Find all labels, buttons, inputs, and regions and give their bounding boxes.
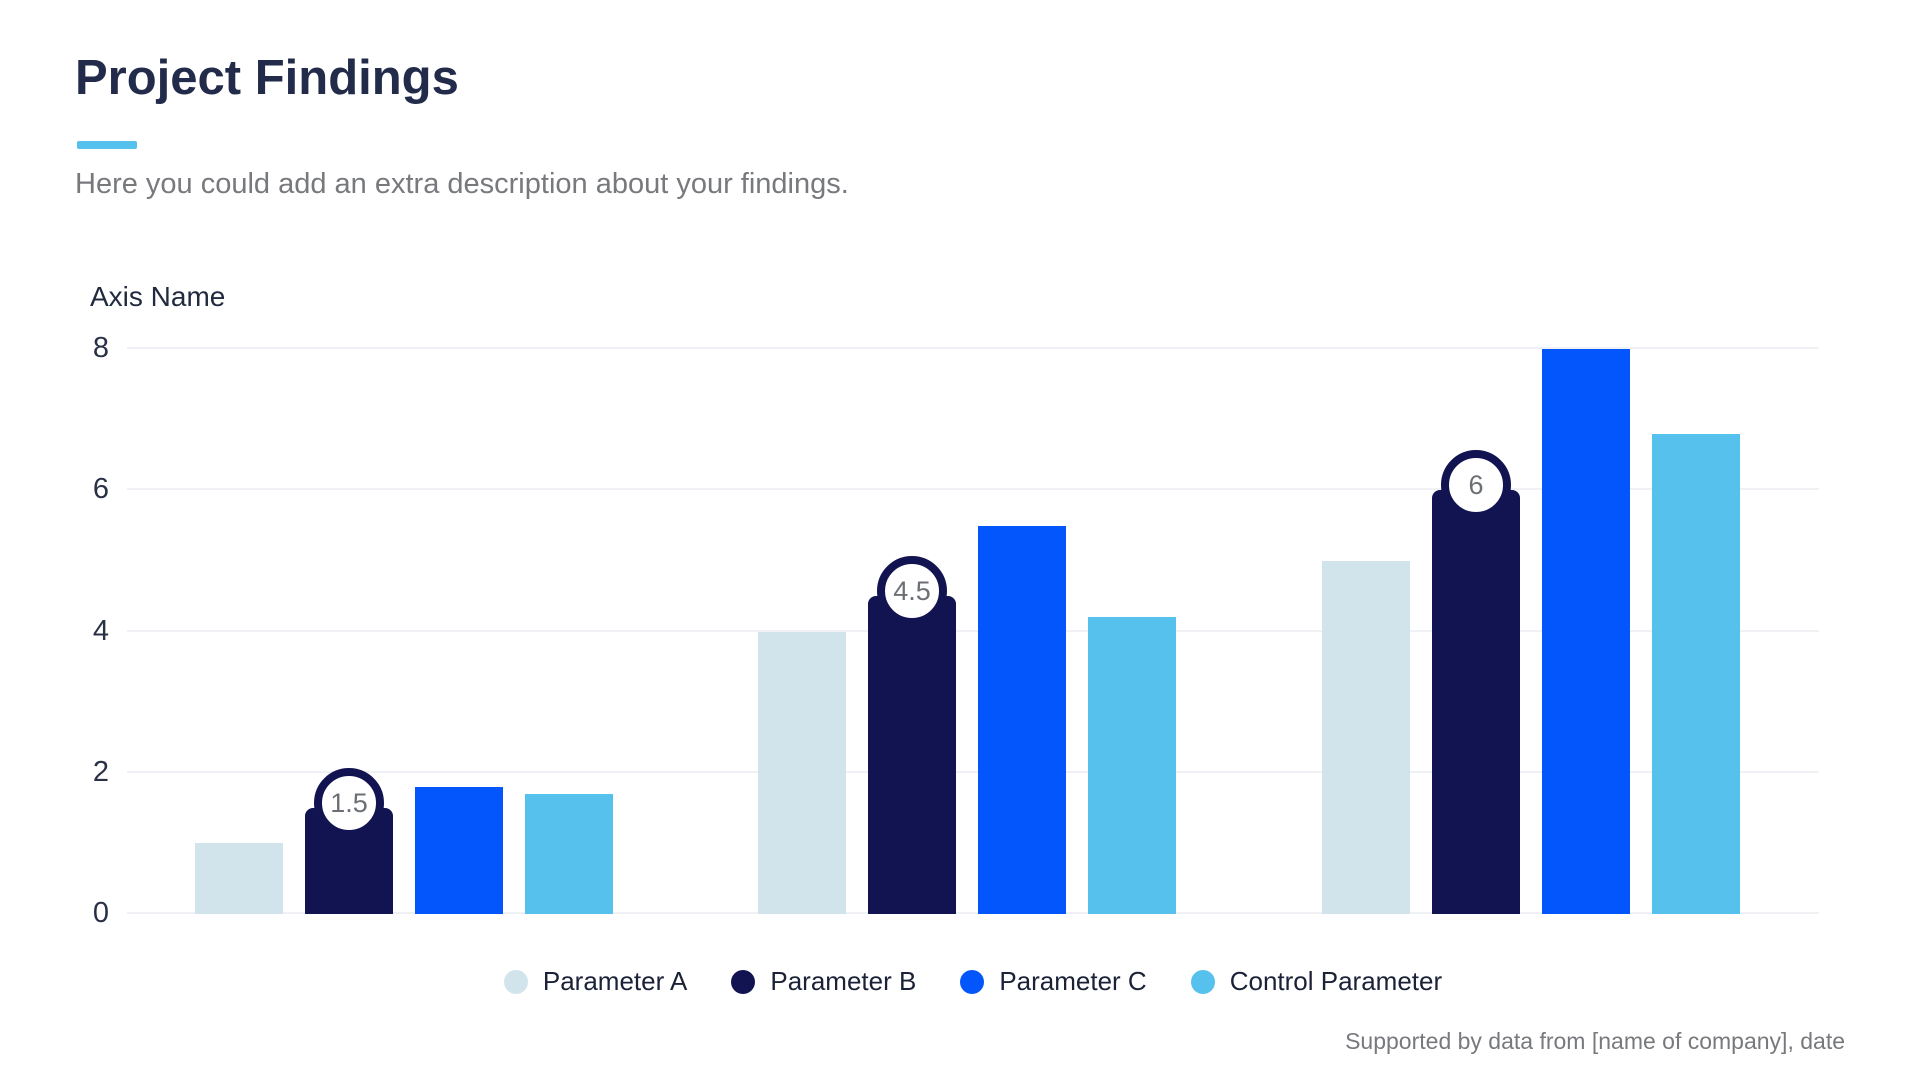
y-tick-label-8: 8	[92, 332, 109, 364]
bar-parameter-c-group-1	[415, 786, 503, 914]
y-tick-label-0: 0	[92, 897, 109, 929]
bar-parameter-a-group-2	[758, 631, 846, 914]
value-badge-group-1: 1.5	[314, 768, 384, 839]
title-accent-bar	[77, 141, 137, 149]
legend-item-parameter-b: Parameter B	[731, 966, 916, 997]
y-tick-label-4: 4	[92, 614, 109, 647]
y-axis-title: Axis Name	[90, 281, 226, 312]
page-title: Project Findings	[75, 51, 459, 105]
gridline-y-8	[127, 347, 1819, 349]
legend-dot-parameter-a	[503, 969, 528, 994]
y-tick-label-6: 6	[92, 473, 109, 506]
source-note: Supported by data from [name of company]…	[1345, 1028, 1845, 1054]
bar-parameter-b-group-1: 1.5	[305, 768, 393, 914]
page-subtitle: Here you could add an extra description …	[75, 168, 849, 200]
bar-parameter-c-group-2	[978, 525, 1066, 914]
legend-label: Parameter C	[999, 966, 1147, 996]
y-tick-label-2: 2	[92, 755, 109, 788]
legend-label: Parameter B	[770, 966, 917, 996]
bar-parameter-a-group-1	[195, 843, 283, 914]
bar-control-parameter-group-3	[1652, 433, 1740, 914]
bar-control-parameter-group-1	[525, 793, 613, 914]
value-badge-label: 6	[1468, 469, 1484, 500]
bar-parameter-b-group-3: 6	[1432, 450, 1520, 914]
value-badge-label: 1.5	[330, 787, 368, 818]
gridline-y-2	[127, 770, 1819, 773]
legend-item-parameter-c: Parameter C	[960, 966, 1147, 997]
chart-legend: Parameter A Parameter B Parameter C Control…	[127, 966, 1819, 997]
legend-item-control-parameter: Control Parameter	[1190, 966, 1443, 997]
legend-item-parameter-a: Parameter A	[503, 966, 688, 997]
value-badge-group-2: 4.5	[877, 556, 947, 627]
value-badge-group-3: 6	[1441, 450, 1511, 521]
gridline-y-6	[127, 488, 1819, 491]
plot-area: 0 2 4 6 8 1.5 4.5 6	[93, 334, 1819, 928]
gridline-y-4	[127, 629, 1819, 632]
gridline-y-0	[127, 912, 1819, 914]
value-badge-label: 4.5	[893, 575, 931, 606]
legend-label: Parameter A	[542, 966, 688, 996]
legend-label: Control Parameter	[1229, 966, 1443, 996]
bar-parameter-b-group-2: 4.5	[868, 556, 956, 914]
bar-control-parameter-group-2	[1088, 617, 1176, 914]
legend-dot-parameter-b	[731, 969, 756, 994]
bar-parameter-c-group-3	[1542, 349, 1630, 914]
bar-parameter-a-group-3	[1322, 560, 1410, 914]
legend-dot-control-parameter	[1190, 969, 1215, 994]
legend-dot-parameter-c	[960, 969, 985, 994]
